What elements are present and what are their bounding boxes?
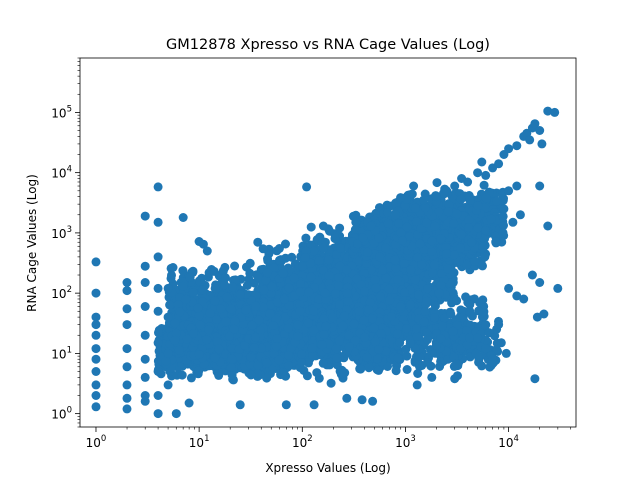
chart-title: GM12878 Xpresso vs RNA Cage Values (Log) [166, 37, 490, 53]
data-point [262, 358, 272, 368]
data-point [194, 350, 204, 359]
data-point [308, 350, 318, 360]
data-point [227, 344, 237, 353]
data-point [274, 355, 284, 365]
data-point [287, 252, 297, 262]
data-point [312, 368, 322, 378]
data-point [300, 253, 310, 262]
data-point [194, 366, 204, 376]
data-point [177, 370, 187, 380]
data-point [227, 370, 237, 380]
data-point [161, 356, 171, 366]
data-point [257, 343, 266, 353]
data-point [186, 373, 196, 383]
data-point [318, 243, 328, 253]
data-point [381, 273, 391, 283]
data-point [227, 354, 237, 364]
data-points [91, 106, 563, 419]
data-point [301, 233, 311, 243]
data-point [284, 350, 293, 360]
data-point [304, 358, 313, 368]
data-point [302, 371, 312, 381]
data-point [297, 349, 307, 359]
data-point [306, 222, 316, 232]
data-point [307, 343, 317, 353]
data-point [391, 366, 401, 376]
data-point [253, 360, 263, 370]
data-point [324, 255, 334, 265]
data-point [314, 256, 324, 266]
data-point [309, 246, 319, 256]
data-point [364, 363, 374, 373]
data-point [258, 244, 268, 254]
data-point [269, 263, 279, 273]
data-point [283, 360, 293, 370]
data-point [356, 364, 366, 374]
data-point [214, 370, 224, 380]
data-point [410, 275, 420, 285]
data-point [374, 365, 384, 375]
data-point [246, 352, 256, 362]
data-point [154, 328, 163, 338]
data-point [336, 243, 345, 253]
data-point [298, 261, 307, 271]
data-point [340, 368, 350, 378]
data-point [370, 275, 380, 285]
data-point [246, 370, 256, 380]
data-point [210, 353, 220, 363]
data-point [318, 358, 328, 368]
data-point [393, 353, 403, 363]
data-point [226, 363, 236, 372]
data-point [174, 345, 184, 355]
data-point [297, 358, 306, 368]
